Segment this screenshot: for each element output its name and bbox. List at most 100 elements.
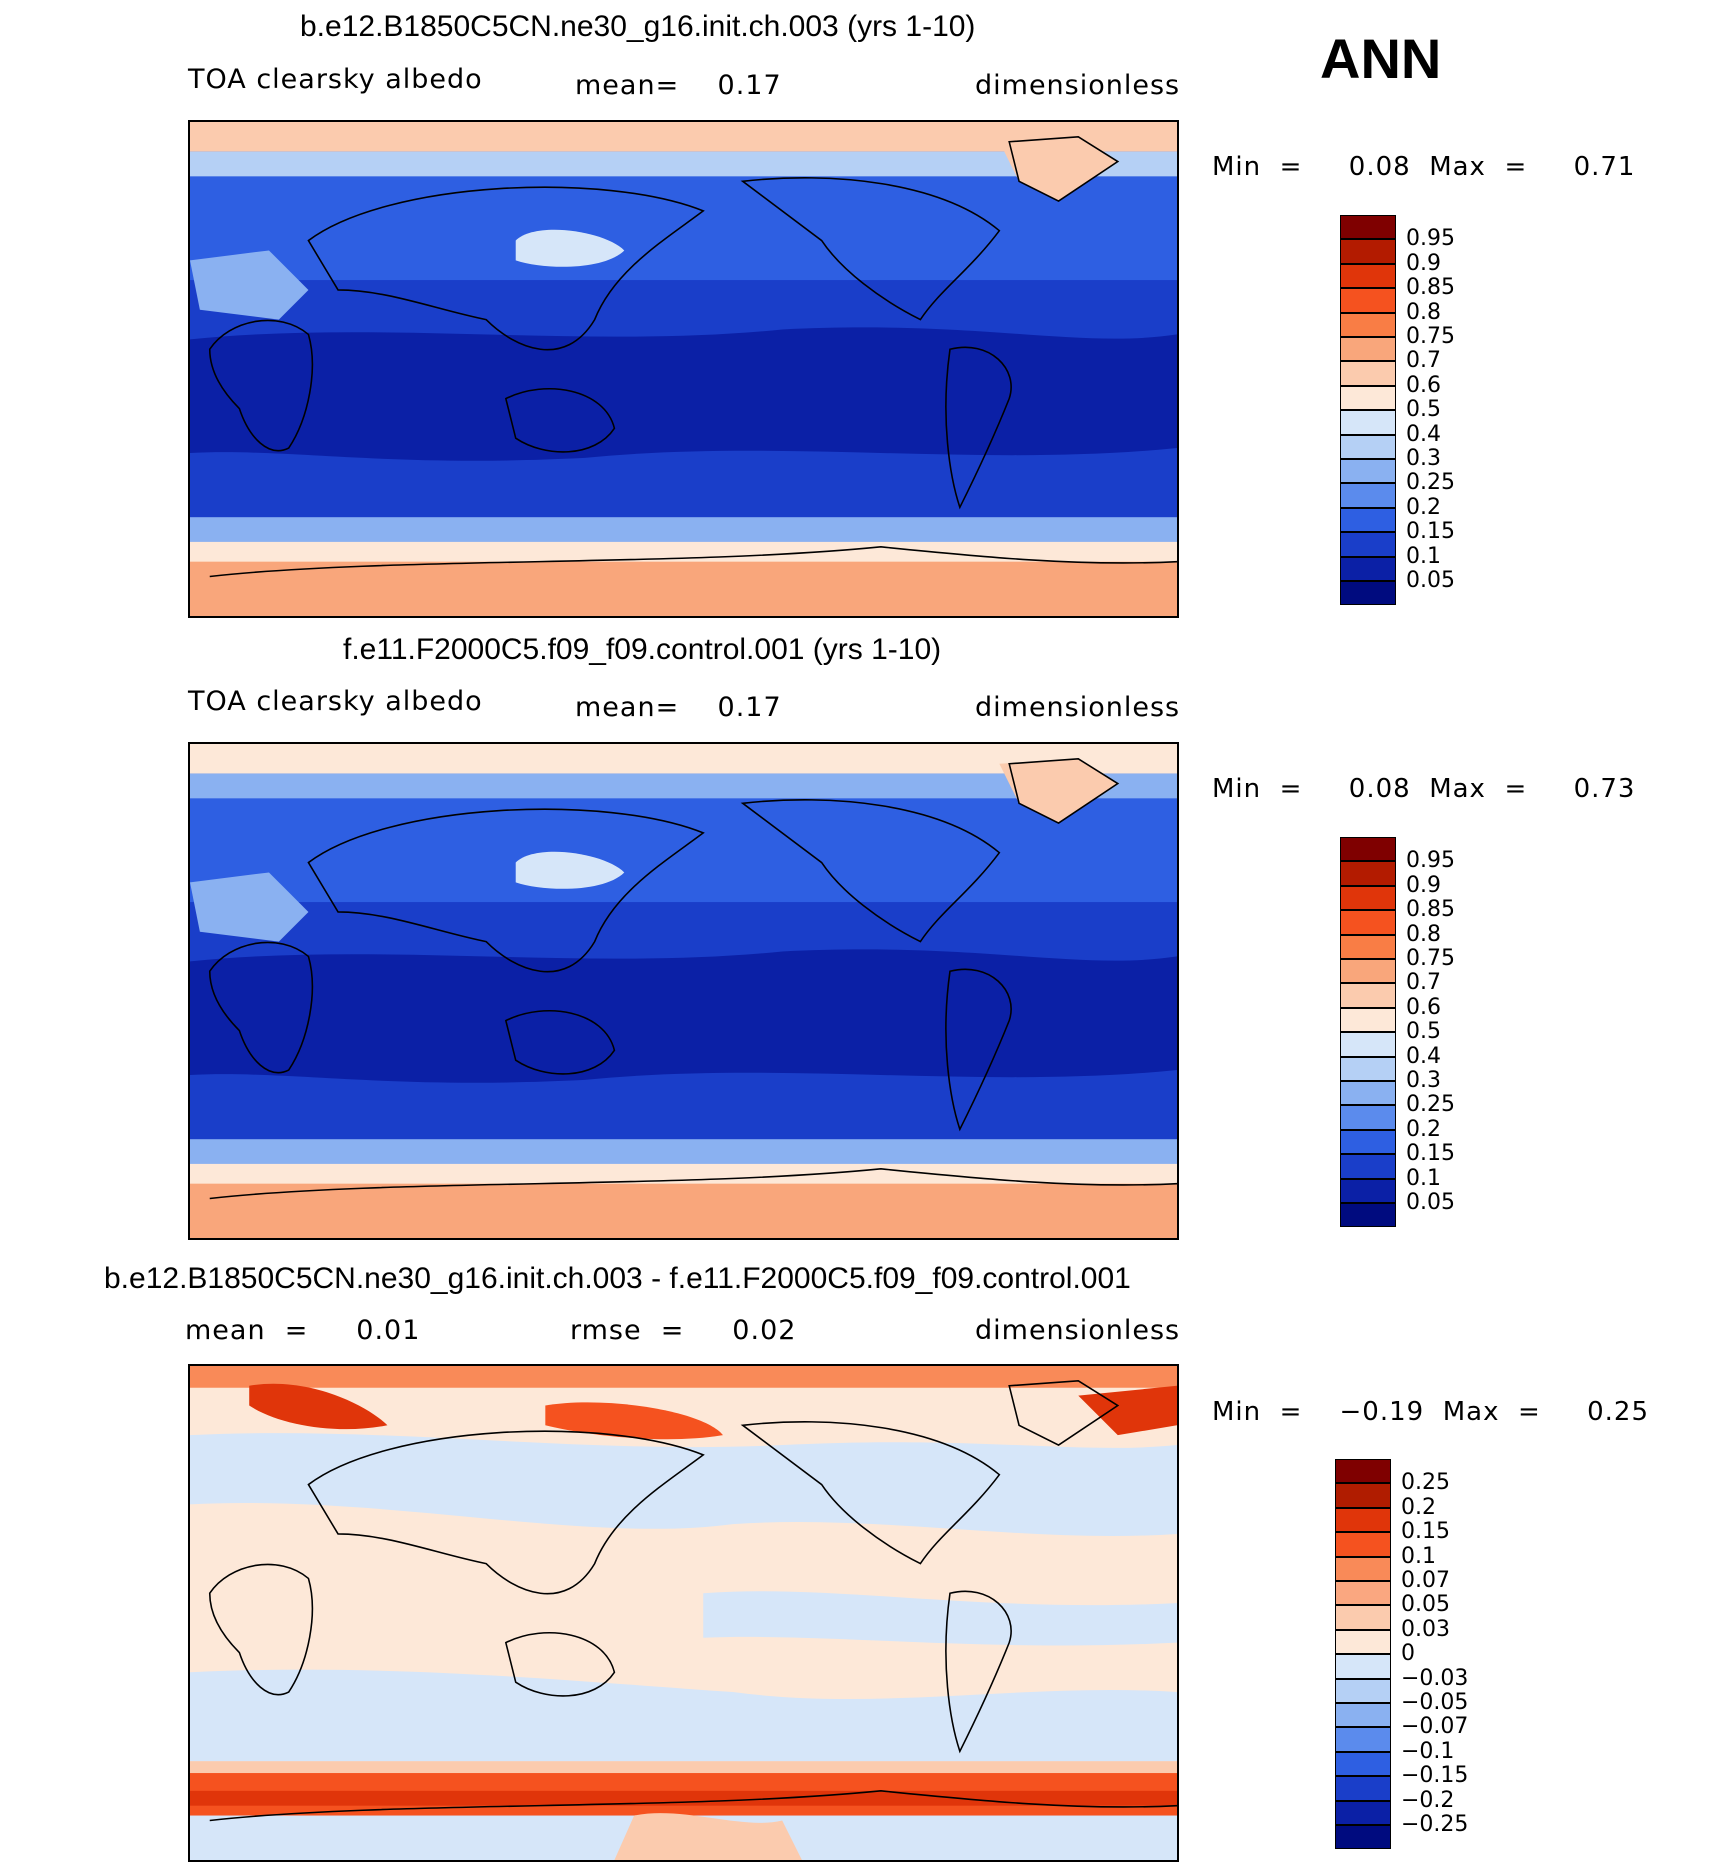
colorbar-level-label: 0.15	[1406, 519, 1455, 545]
colorbar-swatch	[1340, 1129, 1396, 1155]
colorbar-level-label: 0.15	[1406, 1141, 1455, 1167]
panel2-mean-label: mean= 0.17	[575, 692, 782, 723]
colorbar-swatch	[1340, 1203, 1396, 1228]
colorbar-level-label: 0.25	[1406, 470, 1455, 496]
colorbar-swatch	[1335, 1751, 1391, 1777]
colorbar-swatch	[1340, 459, 1396, 484]
colorbar-swatch	[1340, 885, 1396, 911]
colorbar-level-label: 0.75	[1406, 324, 1455, 349]
panel1-map-svg	[190, 122, 1177, 616]
colorbar-swatch	[1340, 861, 1396, 886]
colorbar-level-label: 0.6	[1406, 994, 1441, 1020]
colorbar-level-label: 0.25	[1401, 1470, 1450, 1496]
colorbar-swatch	[1335, 1703, 1391, 1728]
colorbar-swatch	[1340, 983, 1396, 1008]
colorbar-swatch	[1340, 910, 1396, 935]
colorbar-level-label: 0.25	[1406, 1092, 1455, 1118]
colorbar-level-label: 0.7	[1406, 348, 1441, 374]
colorbar-swatch	[1335, 1507, 1391, 1533]
colorbar-level-label: 0.1	[1401, 1543, 1436, 1569]
colorbar-level-label: 0.05	[1401, 1592, 1450, 1618]
colorbar-level-label: 0.75	[1406, 946, 1455, 971]
colorbar-level-label: 0.03	[1401, 1616, 1450, 1642]
panel2-minmax: Min = 0.08 Max = 0.73	[1212, 774, 1636, 804]
colorbar-level-label: 0.8	[1406, 299, 1441, 325]
colorbar-swatch	[1340, 263, 1396, 289]
colorbar-level-label: 0.15	[1401, 1519, 1450, 1545]
colorbar-swatch	[1340, 1007, 1396, 1033]
colorbar-swatch	[1340, 1032, 1396, 1057]
panel2-title: f.e11.F2000C5.f09_f09.control.001 (yrs 1…	[343, 633, 942, 666]
panel3-title: b.e12.B1850C5CN.ne30_g16.init.ch.003 - f…	[104, 1262, 1131, 1295]
colorbar-swatch	[1340, 1056, 1396, 1081]
colorbar-level-label: 0.85	[1406, 897, 1455, 923]
colorbar-swatch	[1335, 1556, 1391, 1581]
colorbar-swatch	[1340, 434, 1396, 459]
colorbar-level-label: 0.5	[1406, 1019, 1441, 1045]
panel3-minmax: Min = −0.19 Max = 0.25	[1212, 1397, 1649, 1427]
colorbar-swatch	[1340, 507, 1396, 533]
colorbar-level-label: 0.6	[1406, 372, 1441, 398]
panel1-minmax: Min = 0.08 Max = 0.71	[1212, 152, 1636, 182]
colorbar-swatch	[1340, 483, 1396, 508]
colorbar-level-label: 0.2	[1406, 494, 1441, 520]
colorbar-level-label: −0.2	[1401, 1787, 1455, 1813]
colorbar-swatch	[1340, 532, 1396, 557]
panel3-rmse-label: rmse = 0.02	[570, 1315, 797, 1346]
panel3-map	[188, 1364, 1179, 1862]
colorbar-level-label: 0.4	[1406, 421, 1441, 447]
colorbar-swatch	[1335, 1800, 1391, 1825]
colorbar-swatch	[1340, 1105, 1396, 1130]
panel1-map	[188, 120, 1179, 618]
panel2-units-label: dimensionless	[975, 692, 1181, 723]
colorbar-level-label: 0.5	[1406, 397, 1441, 423]
panel3-mean-label: mean = 0.01	[185, 1315, 421, 1346]
colorbar-swatch	[1340, 1081, 1396, 1106]
panel3-units-label: dimensionless	[975, 1315, 1181, 1346]
colorbar-swatch	[1340, 410, 1396, 435]
colorbar-level-label: −0.25	[1401, 1812, 1469, 1837]
panel1-variable-label: TOA clearsky albedo	[188, 64, 483, 95]
colorbar-swatch	[1340, 239, 1396, 264]
panel3-map-svg	[190, 1366, 1177, 1860]
colorbar-level-label: 0.4	[1406, 1043, 1441, 1069]
colorbar-level-label: 0.9	[1406, 872, 1441, 898]
colorbar-swatch	[1335, 1532, 1391, 1557]
colorbar-swatch	[1340, 934, 1396, 959]
colorbar-swatch	[1340, 837, 1396, 862]
colorbar-level-label: 0.1	[1406, 1165, 1441, 1191]
colorbar-level-label: −0.05	[1401, 1690, 1469, 1715]
colorbar-swatch	[1340, 556, 1396, 581]
colorbar-level-label: 0.3	[1406, 1068, 1441, 1093]
colorbar-swatch	[1340, 1178, 1396, 1203]
colorbar-level-label: −0.1	[1401, 1738, 1455, 1764]
colorbar-level-label: 0	[1401, 1641, 1415, 1667]
colorbar-level-label: 0.95	[1406, 848, 1455, 874]
colorbar-swatch	[1335, 1776, 1391, 1801]
colorbar-level-label: 0.1	[1406, 543, 1441, 569]
panel1-title: b.e12.B1850C5CN.ne30_g16.init.ch.003 (yr…	[300, 10, 976, 43]
colorbar-swatch	[1335, 1678, 1391, 1703]
colorbar-level-label: 0.2	[1401, 1494, 1436, 1520]
colorbar-level-label: 0.85	[1406, 275, 1455, 301]
panel1-units-label: dimensionless	[975, 70, 1181, 101]
colorbar-swatch	[1340, 361, 1396, 386]
colorbar-swatch	[1335, 1605, 1391, 1630]
colorbar-level-label: 0.9	[1406, 250, 1441, 276]
colorbar-level-label: −0.07	[1401, 1714, 1469, 1740]
colorbar-swatch	[1340, 581, 1396, 606]
colorbar-level-label: −0.15	[1401, 1763, 1469, 1789]
colorbar-level-label: 0.95	[1406, 226, 1455, 252]
colorbar-swatch	[1340, 385, 1396, 411]
season-label: ANN	[1320, 27, 1442, 90]
colorbar-swatch	[1340, 215, 1396, 240]
colorbar-swatch	[1340, 312, 1396, 337]
colorbar-swatch	[1335, 1483, 1391, 1508]
colorbar-level-label: 0.05	[1406, 568, 1455, 593]
colorbar-level-label: 0.3	[1406, 446, 1441, 471]
colorbar-swatch	[1335, 1629, 1391, 1655]
panel1-mean-label: mean= 0.17	[575, 70, 782, 101]
colorbar-swatch	[1340, 1154, 1396, 1179]
colorbar-level-label: 0.05	[1406, 1190, 1455, 1215]
colorbar-level-label: 0.7	[1406, 970, 1441, 996]
